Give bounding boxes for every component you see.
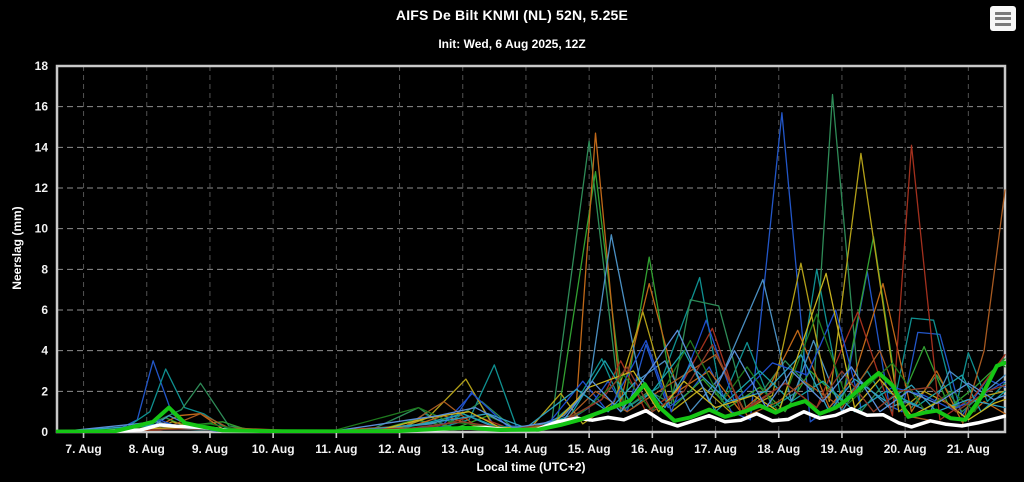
plot-border <box>55 64 1007 434</box>
series-group <box>56 93 1006 433</box>
hamburger-icon <box>995 11 1011 15</box>
x-tick-label: 9. Aug <box>192 442 228 456</box>
hamburger-icon <box>995 22 1011 26</box>
series-member-11 <box>56 189 1006 433</box>
chart-subtitle: Init: Wed, 6 Aug 2025, 12Z <box>438 37 586 51</box>
hamburger-icon <box>995 17 1011 20</box>
x-tick-label: 7. Aug <box>65 442 101 456</box>
series-control-green <box>56 360 1006 433</box>
x-tick-label: 21. Aug <box>947 442 990 456</box>
series-member-06 <box>56 234 1006 433</box>
y-tick-label: 16 <box>35 100 49 114</box>
x-tick-label: 20. Aug <box>884 442 927 456</box>
x-tick-label: 16. Aug <box>631 442 674 456</box>
x-tick-label: 14. Aug <box>504 442 547 456</box>
x-tick-label: 10. Aug <box>252 442 295 456</box>
series-member-16 <box>56 329 1006 433</box>
y-tick-label: 14 <box>35 140 49 154</box>
y-tick-label: 18 <box>35 59 49 73</box>
y-tick-label: 12 <box>35 181 49 195</box>
x-tick-label: 12. Aug <box>378 442 421 456</box>
y-axis-title: Neerslag (mm) <box>10 206 24 290</box>
y-tick-label: 10 <box>35 222 49 236</box>
export-menu-button[interactable] <box>990 6 1016 31</box>
x-tick-label: 13. Aug <box>441 442 484 456</box>
y-tick-label: 0 <box>41 425 48 439</box>
x-tick-label: 17. Aug <box>694 442 737 456</box>
series-member-03 <box>56 93 1006 433</box>
series-member-05 <box>56 132 1006 433</box>
x-tick-label: 18. Aug <box>757 442 800 456</box>
x-tick-label: 15. Aug <box>568 442 611 456</box>
x-tick-label: 19. Aug <box>820 442 863 456</box>
x-axis-title: Local time (UTC+2) <box>476 460 586 474</box>
chart-title: AIFS De Bilt KNMI (NL) 52N, 5.25E <box>395 7 629 23</box>
series-member-13 <box>56 354 1006 433</box>
x-tick-label: 11. Aug <box>315 442 357 456</box>
y-tick-label: 2 <box>41 384 48 398</box>
y-tick-label: 8 <box>41 262 48 276</box>
y-tick-label: 4 <box>41 344 48 358</box>
series-member-04 <box>56 171 1006 433</box>
x-tick-label: 8. Aug <box>129 442 165 456</box>
y-tick-label: 6 <box>41 303 48 317</box>
